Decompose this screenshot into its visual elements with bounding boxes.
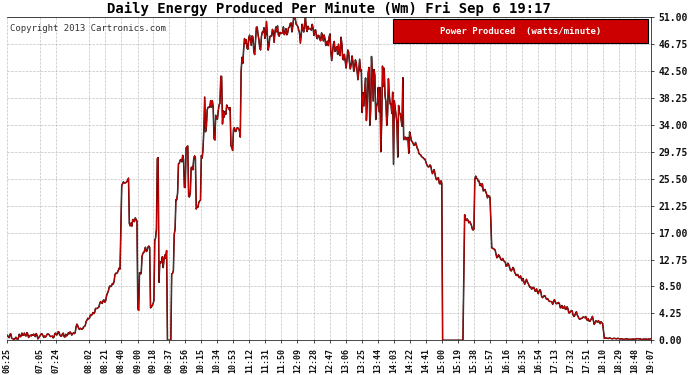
FancyBboxPatch shape xyxy=(393,19,648,43)
Title: Daily Energy Produced Per Minute (Wm) Fri Sep 6 19:17: Daily Energy Produced Per Minute (Wm) Fr… xyxy=(107,2,551,16)
Text: Power Produced  (watts/minute): Power Produced (watts/minute) xyxy=(440,27,601,36)
Text: Copyright 2013 Cartronics.com: Copyright 2013 Cartronics.com xyxy=(10,24,166,33)
